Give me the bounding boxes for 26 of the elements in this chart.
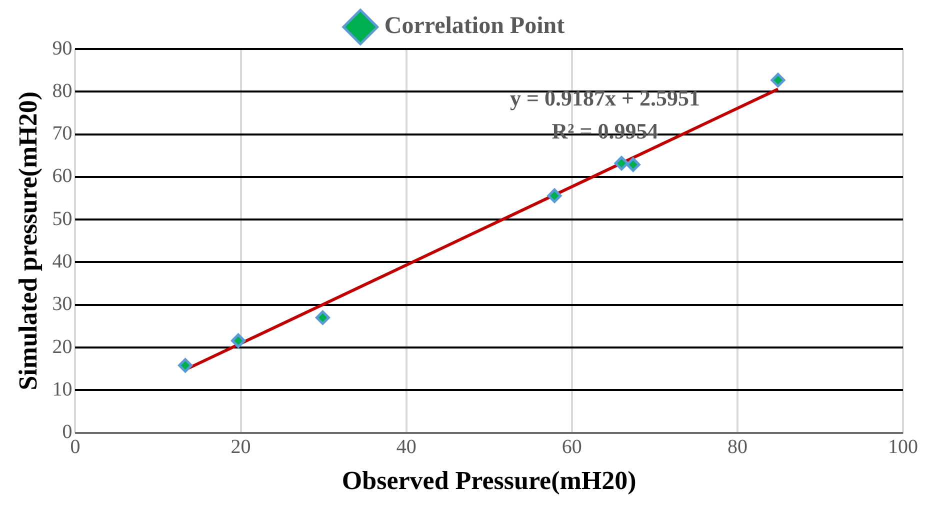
y-tick-label: 90 [52,37,72,60]
y-tick-label: 50 [52,208,72,230]
point [178,358,193,373]
y-tick-label: 10 [52,378,72,400]
x-tick-label: 100 [888,436,918,458]
y-tick-label: 0 [62,421,72,444]
y-axis-title: Simulated pressure(mH20) [13,92,42,390]
legend-label: Correlation Point [384,13,565,40]
x-tick-label: 60 [562,436,582,458]
point [315,310,330,325]
x-tick-label: 40 [396,436,416,458]
point [626,157,640,172]
x-tick-label: 80 [727,436,748,458]
x-axis-title: Observed Pressure(mH20) [342,466,636,496]
y-tick-label: 30 [52,293,72,316]
y-tick-label: 60 [52,165,72,188]
annotation: y = 0.9187x + 2.5951 [510,86,700,111]
point [614,156,629,171]
y-tick-label: 80 [52,80,72,102]
point [547,188,562,203]
point [770,72,786,88]
y-tick-label: 20 [52,336,72,358]
point [231,333,246,348]
y-tick-label: 40 [52,250,72,272]
y-tick-label: 70 [52,122,72,145]
x-tick-label: 20 [230,436,251,458]
